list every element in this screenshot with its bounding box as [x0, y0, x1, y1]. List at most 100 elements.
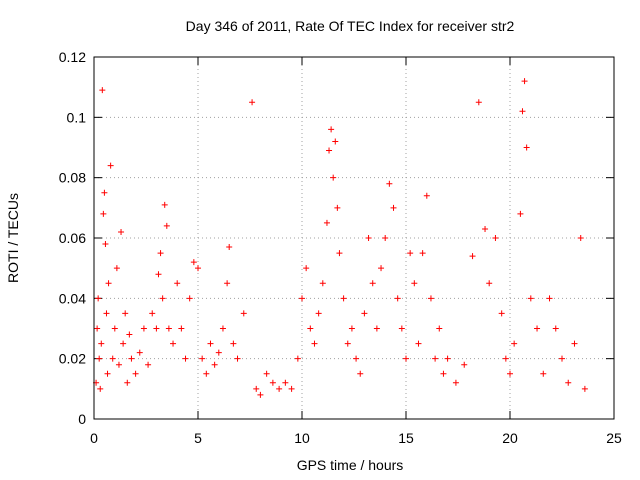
- data-point: [98, 340, 105, 347]
- data-point: [234, 355, 241, 362]
- data-point: [444, 355, 451, 362]
- data-point: [436, 325, 443, 332]
- data-point: [240, 310, 247, 317]
- data-point: [386, 180, 393, 187]
- x-tick-label: 0: [90, 430, 98, 446]
- data-point: [126, 331, 133, 338]
- data-point: [178, 325, 185, 332]
- data-points: [93, 78, 588, 398]
- data-point: [357, 370, 364, 377]
- data-point: [498, 310, 505, 317]
- data-point: [219, 325, 226, 332]
- data-point: [111, 325, 118, 332]
- data-point: [565, 379, 572, 386]
- y-tick-label: 0.1: [67, 109, 87, 125]
- data-point: [323, 219, 330, 226]
- x-tick-label: 15: [398, 430, 414, 446]
- data-point: [253, 385, 260, 392]
- data-point: [328, 126, 335, 133]
- data-point: [507, 370, 513, 377]
- data-point: [307, 325, 314, 332]
- data-point: [394, 295, 401, 302]
- data-point: [96, 355, 103, 362]
- data-point: [336, 250, 343, 257]
- data-point: [190, 259, 197, 266]
- data-point: [475, 99, 482, 106]
- data-point: [109, 355, 116, 362]
- y-tick-label: 0.04: [59, 290, 86, 306]
- data-point: [153, 325, 160, 332]
- y-tick-label: 0.12: [59, 49, 86, 65]
- data-point: [365, 235, 372, 241]
- data-point: [546, 295, 553, 302]
- data-point: [348, 325, 355, 332]
- data-point: [157, 250, 164, 257]
- data-point: [452, 379, 459, 386]
- data-point: [427, 295, 434, 302]
- data-point: [102, 241, 109, 248]
- data-point: [195, 265, 201, 272]
- data-point: [577, 235, 584, 241]
- data-point: [326, 147, 333, 154]
- data-point: [315, 310, 322, 317]
- data-point: [182, 355, 189, 362]
- data-point: [319, 280, 326, 287]
- data-point: [118, 228, 125, 235]
- data-point: [390, 204, 397, 211]
- data-point: [382, 235, 389, 241]
- data-point: [120, 340, 127, 347]
- data-point: [378, 265, 385, 272]
- data-point: [203, 370, 210, 377]
- y-tick-label: 0.08: [59, 170, 86, 186]
- x-tick-label: 10: [294, 430, 310, 446]
- data-point: [115, 361, 122, 368]
- data-point: [353, 355, 360, 362]
- y-tick-label: 0.06: [59, 230, 86, 246]
- data-point: [94, 325, 101, 332]
- data-point: [145, 361, 152, 368]
- data-point: [113, 265, 120, 272]
- data-point: [224, 280, 231, 287]
- data-point: [419, 250, 426, 257]
- data-point: [165, 325, 172, 332]
- data-point: [469, 253, 476, 260]
- data-point: [149, 310, 156, 317]
- plot-frame: [93, 56, 615, 420]
- y-tick-label: 0: [78, 411, 86, 427]
- data-point: [97, 385, 104, 392]
- data-point: [340, 295, 347, 302]
- data-point: [332, 138, 339, 145]
- data-point: [344, 340, 351, 347]
- data-point: [411, 280, 418, 287]
- data-point: [163, 222, 170, 229]
- data-point: [230, 340, 237, 347]
- data-point: [398, 325, 405, 332]
- data-point: [502, 355, 509, 362]
- data-point: [552, 325, 559, 332]
- grid-lines: [94, 57, 614, 419]
- data-point: [403, 355, 409, 362]
- data-point: [101, 189, 108, 196]
- data-point: [174, 280, 181, 287]
- data-point: [136, 349, 143, 356]
- data-point: [559, 355, 565, 362]
- data-point: [461, 361, 468, 368]
- data-point: [303, 265, 310, 272]
- data-point: [140, 325, 147, 332]
- data-point: [269, 379, 276, 386]
- data-point: [415, 340, 422, 347]
- x-axis-label: GPS time / hours: [297, 457, 404, 473]
- data-point: [99, 87, 106, 94]
- data-point: [107, 162, 114, 169]
- data-point: [155, 271, 162, 278]
- data-point: [128, 355, 135, 362]
- data-point: [523, 144, 530, 151]
- data-point: [161, 201, 168, 208]
- data-point: [534, 325, 541, 332]
- data-point: [263, 370, 270, 377]
- data-point: [294, 355, 301, 362]
- data-point: [373, 325, 380, 332]
- data-point: [103, 310, 110, 317]
- data-point: [517, 210, 524, 217]
